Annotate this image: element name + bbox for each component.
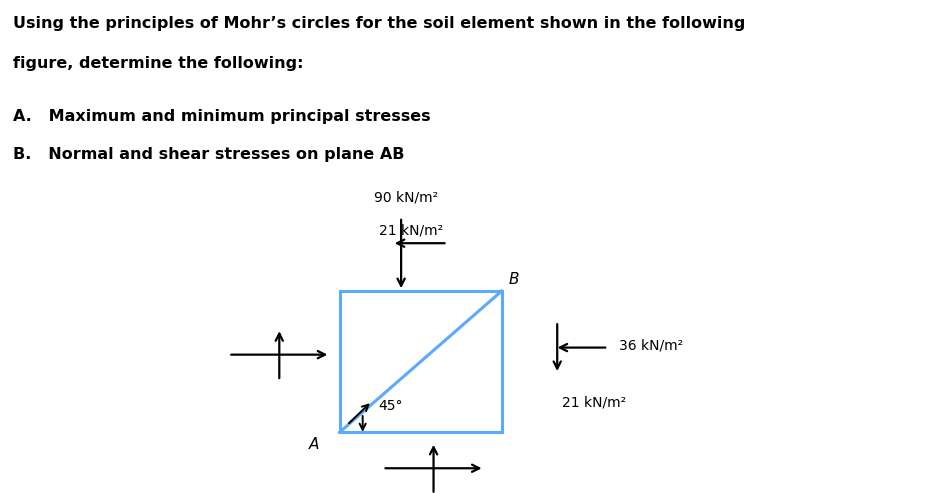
Text: 45°: 45° <box>378 399 403 413</box>
Text: 36 kN/m²: 36 kN/m² <box>619 338 683 352</box>
Text: B: B <box>509 272 519 287</box>
Bar <box>340 291 502 432</box>
Text: A.   Maximum and minimum principal stresses: A. Maximum and minimum principal stresse… <box>12 109 430 124</box>
Text: 21 kN/m²: 21 kN/m² <box>562 395 626 410</box>
Text: 90 kN/m²: 90 kN/m² <box>374 191 438 205</box>
Text: B.   Normal and shear stresses on plane AB: B. Normal and shear stresses on plane AB <box>12 147 404 162</box>
Text: Using the principles of Mohr’s circles for the soil element shown in the followi: Using the principles of Mohr’s circles f… <box>12 16 745 31</box>
Text: figure, determine the following:: figure, determine the following: <box>12 57 303 71</box>
Text: 21 kN/m²: 21 kN/m² <box>378 223 443 238</box>
Text: A: A <box>309 437 319 452</box>
